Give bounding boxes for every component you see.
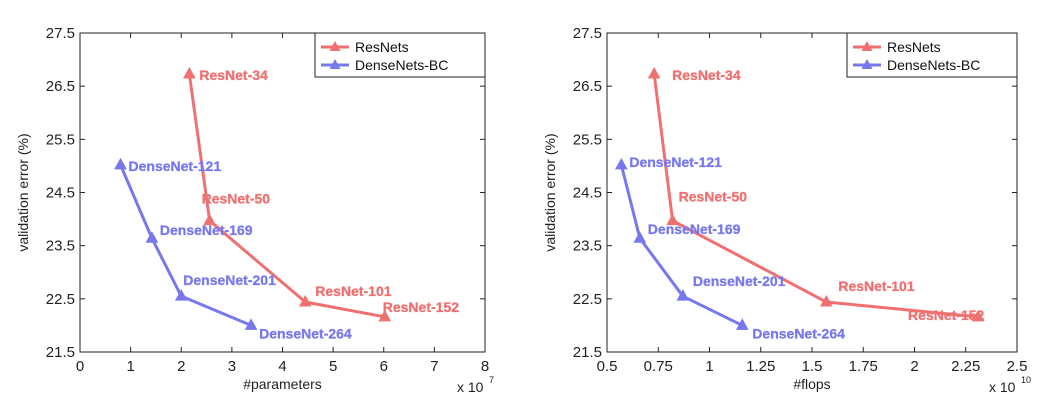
series-densenets-bc: DenseNet-121 DenseNet-169 DenseNet-201 Dens… [615, 154, 845, 342]
series-densenets-bc: DenseNet-121 DenseNet-169 DenseNet-201 Dens… [114, 157, 352, 342]
data-point-marker [183, 66, 196, 79]
data-point-label: DenseNet-169 [160, 222, 253, 238]
data-point-marker [666, 213, 679, 226]
x-axis-multiplier-exponent: 7 [489, 375, 494, 385]
chart-panel-2: 0.5 0.75 1 1.25 1.5 1.75 2 2.25 2.5 21.5 22.5 23.5 2… [542, 25, 1031, 395]
legend-box [846, 32, 1018, 78]
x-tick-label: 1.5 [802, 358, 823, 375]
data-point-label: ResNet-152 [908, 307, 984, 323]
data-point-label: ResNet-34 [199, 67, 268, 83]
data-point-marker [114, 157, 127, 170]
y-tick-label: 24.5 [46, 185, 75, 202]
legend-entry-label: ResNets [355, 39, 409, 55]
x-tick-label: 6 [380, 358, 388, 375]
y-tick-label: 26.5 [46, 78, 75, 95]
y-tick-label: 22.5 [46, 291, 75, 308]
x-tick-label: 7 [430, 358, 438, 375]
data-point-label: ResNet-50 [679, 189, 748, 205]
x-axis-label: #parameters [243, 376, 322, 392]
x-axis-multiplier: x 10 [457, 379, 484, 395]
data-point-label: ResNet-152 [383, 299, 459, 315]
legend-swatch-marker [861, 59, 873, 69]
data-point-label: DenseNet-169 [648, 221, 741, 237]
data-point-marker [298, 294, 312, 307]
x-tick-label: 5 [329, 358, 337, 375]
data-point-label: ResNet-101 [315, 283, 391, 299]
data-point-marker [145, 231, 159, 243]
y-axis-label: validation error (%) [15, 133, 31, 251]
y-tick-label: 21.5 [573, 344, 602, 361]
data-point-label: DenseNet-201 [183, 272, 276, 288]
chart-panel-1: 0 1 2 3 4 5 6 7 821.522.523.524.525.526.527.5#pa… [15, 25, 494, 395]
x-tick-label: 4 [278, 358, 286, 375]
legend-swatch-marker [861, 41, 873, 51]
data-point-marker [378, 309, 392, 322]
data-point-label: ResNet-50 [202, 191, 271, 207]
data-point-marker [615, 157, 628, 170]
y-tick-label: 25.5 [46, 131, 75, 148]
x-tick-label: 1 [705, 358, 713, 375]
x-tick-label: 2.25 [951, 358, 980, 375]
y-axis-label: validation error (%) [542, 133, 558, 251]
y-tick-label: 27.5 [46, 25, 75, 42]
x-tick-label: 0 [76, 358, 84, 375]
y-tick-label: 22.5 [573, 291, 602, 308]
legend-entry-label: ResNets [887, 39, 941, 55]
series-line [619, 164, 743, 327]
data-point-marker [676, 289, 690, 301]
y-tick-label: 23.5 [573, 238, 602, 255]
x-tick-label: 3 [228, 358, 236, 375]
y-tick-label: 27.5 [573, 25, 602, 42]
y-tick-label: 26.5 [573, 78, 602, 95]
x-tick-label: 8 [481, 358, 489, 375]
data-point-marker [633, 231, 647, 243]
x-tick-label: 0.75 [644, 358, 673, 375]
y-tick-label: 24.5 [573, 185, 602, 202]
series-line [652, 73, 979, 319]
legend-entry-label: DenseNets-BC [887, 57, 980, 73]
data-point-marker [735, 318, 749, 330]
x-axis-multiplier-exponent: 10 [1021, 375, 1031, 385]
data-point-label: DenseNet-121 [129, 158, 222, 174]
legend: ResNets DenseNets-BC [314, 32, 486, 78]
data-point-marker [244, 318, 258, 330]
series-resnets: ResNet-34 ResNet-50 ResNet-101 ResNet-152 [647, 66, 985, 323]
legend-box [314, 32, 486, 78]
data-point-label: DenseNet-264 [259, 325, 352, 341]
x-axis-multiplier: x 10 [989, 379, 1016, 395]
data-point-label: DenseNet-201 [693, 273, 786, 289]
data-point-marker [971, 309, 985, 322]
data-point-label: ResNet-34 [672, 67, 741, 83]
data-point-marker [647, 66, 661, 79]
y-tick-label: 21.5 [46, 344, 75, 361]
x-tick-label: 2 [910, 358, 918, 375]
legend-entry-label: DenseNets-BC [355, 57, 448, 73]
x-tick-label: 0.5 [597, 358, 618, 375]
legend: ResNets DenseNets-BC [846, 32, 1018, 78]
data-point-label: DenseNet-121 [629, 154, 722, 170]
x-tick-label: 2.5 [1007, 358, 1028, 375]
x-tick-label: 1.75 [849, 358, 878, 375]
x-axis-label: #flops [793, 376, 830, 392]
y-tick-label: 23.5 [46, 238, 75, 255]
data-point-label: DenseNet-264 [752, 325, 845, 341]
data-point-marker [820, 294, 833, 307]
x-tick-label: 1.25 [746, 358, 775, 375]
x-tick-label: 2 [177, 358, 185, 375]
series-line [187, 73, 386, 319]
y-tick-label: 25.5 [573, 131, 602, 148]
data-point-label: ResNet-101 [838, 278, 914, 294]
data-point-marker [174, 289, 188, 301]
x-tick-label: 1 [126, 358, 134, 375]
legend-swatch-marker [329, 59, 341, 69]
legend-swatch-marker [329, 41, 341, 51]
series-line [119, 164, 252, 327]
data-point-marker [203, 213, 216, 226]
